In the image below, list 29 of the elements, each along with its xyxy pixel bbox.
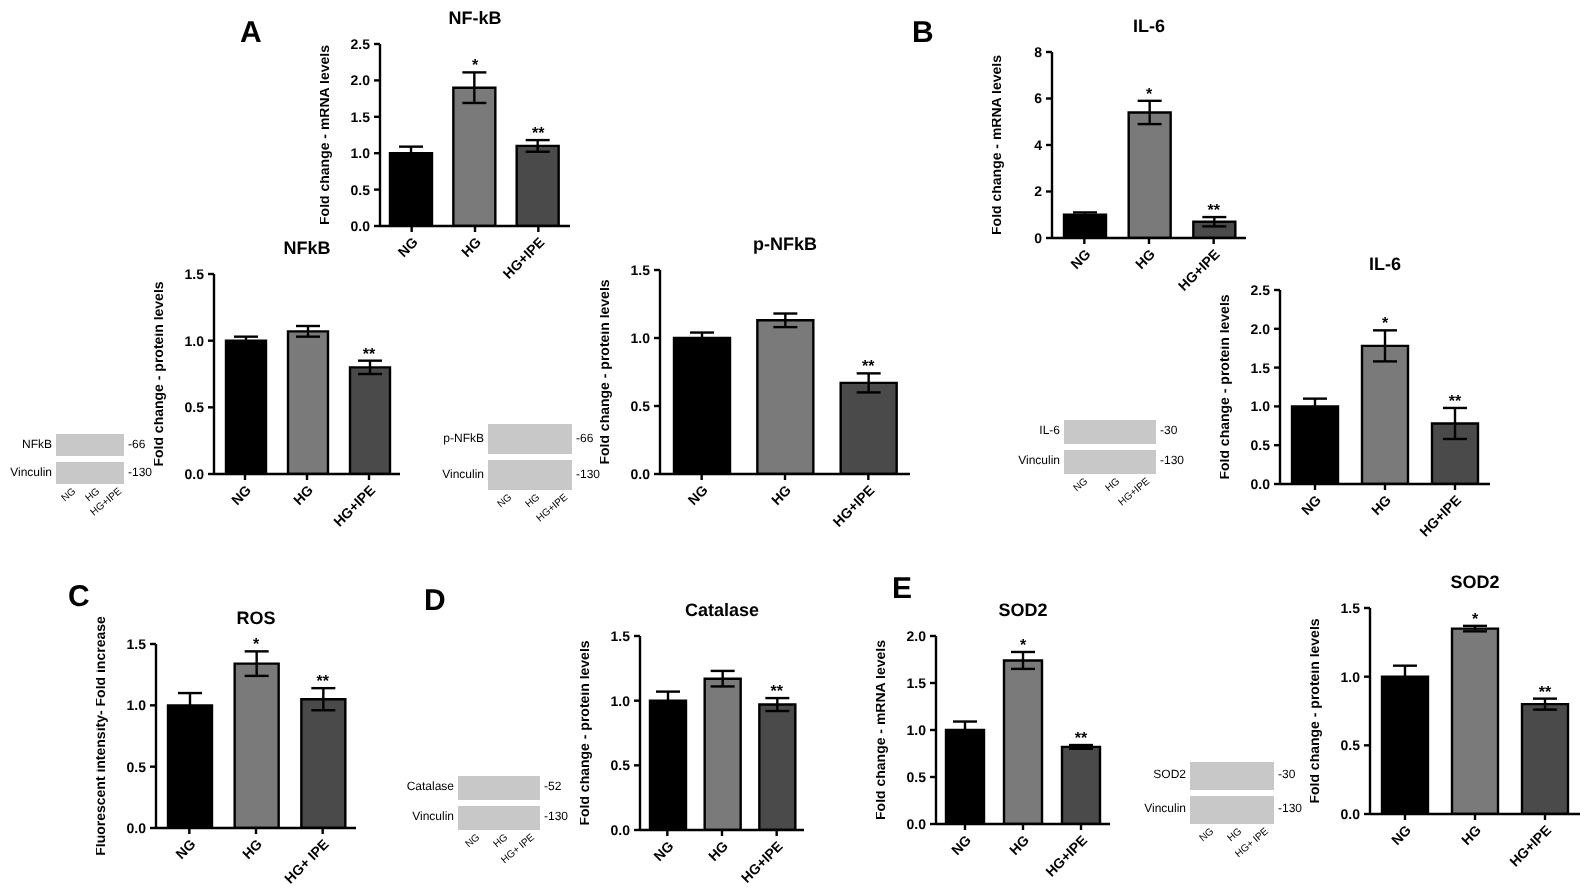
annotation: ** bbox=[532, 124, 547, 143]
annotation: * bbox=[1381, 314, 1390, 333]
annotation: ** bbox=[1538, 682, 1553, 701]
annotation: * bbox=[471, 56, 480, 75]
chart-title: NFkB bbox=[281, 238, 333, 258]
annotation: ** bbox=[1448, 391, 1463, 410]
annotation: * bbox=[1019, 635, 1028, 654]
chart-title: IL-6 bbox=[1130, 16, 1167, 36]
chart-title: NF-kB bbox=[446, 8, 504, 28]
text: A bbox=[240, 16, 262, 50]
text: D bbox=[424, 584, 446, 618]
chart-title: SOD2 bbox=[996, 600, 1050, 620]
chart-title: Catalase bbox=[682, 600, 762, 620]
annotation: ** bbox=[770, 682, 785, 701]
chart-title: p-NFkB bbox=[751, 234, 819, 254]
annotation: ** bbox=[1074, 729, 1089, 748]
annotation: * bbox=[1471, 609, 1480, 628]
chart-title: IL-6 bbox=[1366, 254, 1403, 274]
annotation: ** bbox=[362, 344, 377, 363]
chart-title: SOD2 bbox=[1448, 572, 1502, 592]
annotation: ** bbox=[1207, 201, 1222, 220]
text: E bbox=[892, 572, 913, 606]
annotation: * bbox=[1145, 84, 1154, 103]
chart-title: ROS bbox=[234, 608, 278, 628]
text: B bbox=[912, 16, 934, 50]
annotation: * bbox=[252, 635, 261, 654]
annotation: ** bbox=[316, 672, 331, 691]
text: C bbox=[68, 580, 90, 614]
annotation: ** bbox=[862, 357, 877, 376]
